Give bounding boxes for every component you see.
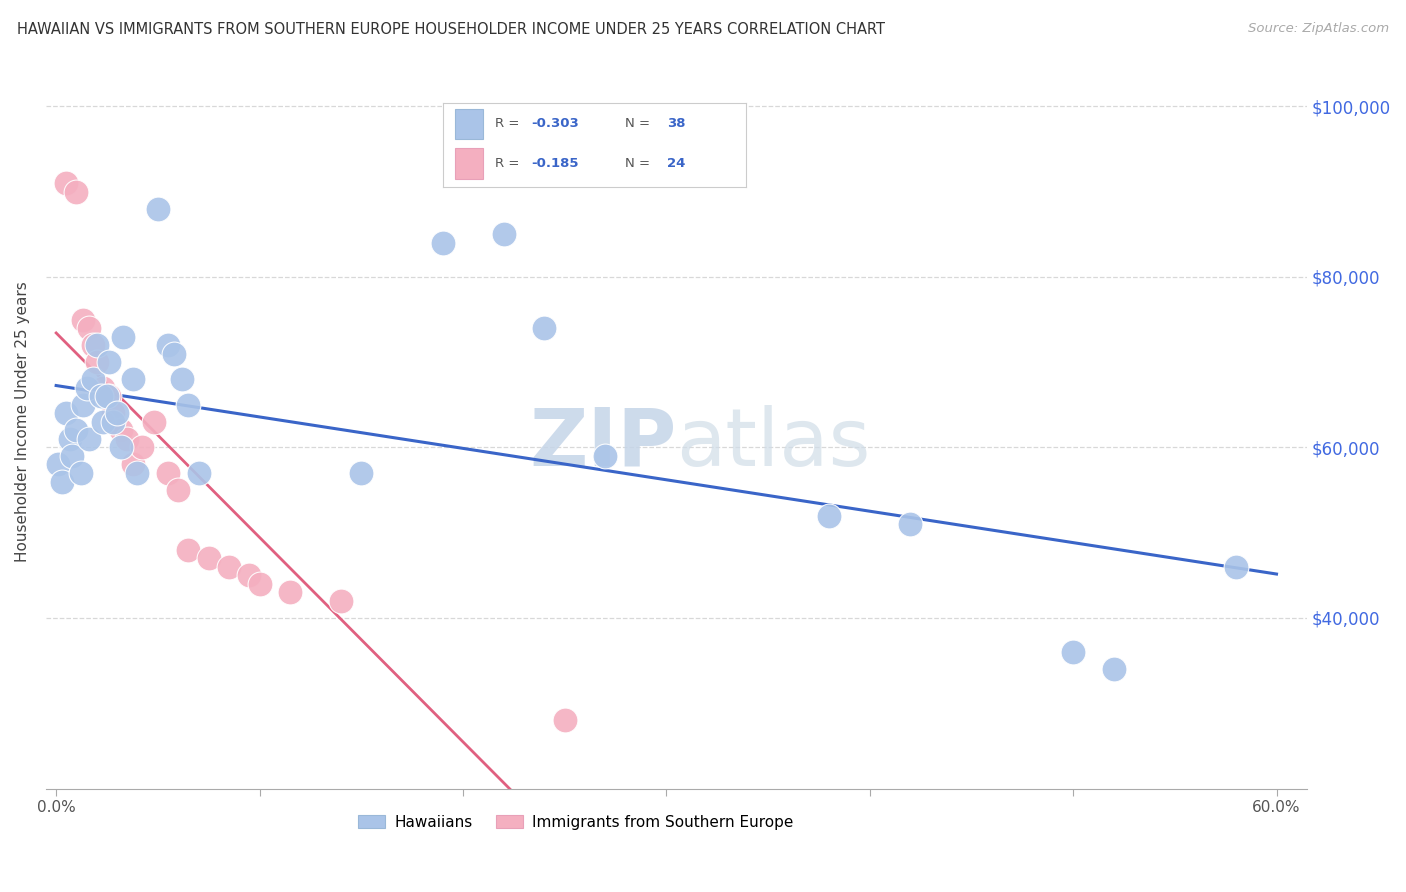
- Point: [127, 466, 149, 480]
- Point: [554, 714, 576, 728]
- Point: [90, 389, 112, 403]
- Point: [172, 372, 194, 386]
- Point: [69, 466, 91, 480]
- Point: [82, 338, 104, 352]
- Point: [98, 389, 121, 403]
- Text: HAWAIIAN VS IMMIGRANTS FROM SOUTHERN EUROPE HOUSEHOLDER INCOME UNDER 25 YEARS CO: HAWAIIAN VS IMMIGRANTS FROM SOUTHERN EUR…: [17, 22, 884, 37]
- Legend: Hawaiians, Immigrants from Southern Europe: Hawaiians, Immigrants from Southern Euro…: [352, 809, 800, 836]
- Point: [105, 406, 128, 420]
- Point: [117, 432, 139, 446]
- Point: [101, 415, 124, 429]
- Point: [76, 381, 98, 395]
- Point: [156, 338, 179, 352]
- Point: [122, 372, 145, 386]
- Point: [55, 406, 77, 420]
- Point: [46, 458, 69, 472]
- Point: [187, 466, 209, 480]
- Point: [249, 577, 271, 591]
- Point: [77, 432, 100, 446]
- Point: [72, 312, 94, 326]
- Point: [131, 441, 153, 455]
- Point: [146, 202, 169, 216]
- Point: [818, 508, 841, 523]
- Text: ZIP: ZIP: [529, 405, 676, 483]
- Point: [350, 466, 373, 480]
- Text: atlas: atlas: [676, 405, 870, 483]
- Point: [197, 551, 219, 566]
- Point: [65, 423, 87, 437]
- Point: [142, 415, 165, 429]
- Point: [1225, 559, 1247, 574]
- Point: [91, 415, 114, 429]
- Point: [900, 517, 922, 532]
- Y-axis label: Householder Income Under 25 years: Householder Income Under 25 years: [15, 282, 30, 562]
- Point: [77, 321, 100, 335]
- Point: [1062, 645, 1084, 659]
- Point: [51, 475, 73, 489]
- Point: [492, 227, 515, 242]
- Point: [278, 585, 301, 599]
- Point: [177, 398, 200, 412]
- Point: [86, 338, 108, 352]
- Point: [218, 559, 240, 574]
- Point: [122, 458, 145, 472]
- Point: [59, 432, 82, 446]
- Point: [62, 449, 84, 463]
- Point: [86, 355, 108, 369]
- Point: [1102, 662, 1125, 676]
- Text: Source: ZipAtlas.com: Source: ZipAtlas.com: [1249, 22, 1389, 36]
- Point: [432, 235, 454, 250]
- Point: [238, 568, 260, 582]
- Point: [98, 355, 121, 369]
- Point: [110, 423, 132, 437]
- Point: [65, 185, 87, 199]
- Point: [595, 449, 617, 463]
- Point: [156, 466, 179, 480]
- Point: [112, 329, 135, 343]
- Point: [72, 398, 94, 412]
- Point: [177, 542, 200, 557]
- Point: [163, 346, 186, 360]
- Point: [91, 381, 114, 395]
- Point: [533, 321, 555, 335]
- Point: [82, 372, 104, 386]
- Point: [96, 389, 118, 403]
- Point: [110, 441, 132, 455]
- Point: [101, 406, 124, 420]
- Point: [167, 483, 190, 497]
- Point: [329, 594, 352, 608]
- Point: [55, 176, 77, 190]
